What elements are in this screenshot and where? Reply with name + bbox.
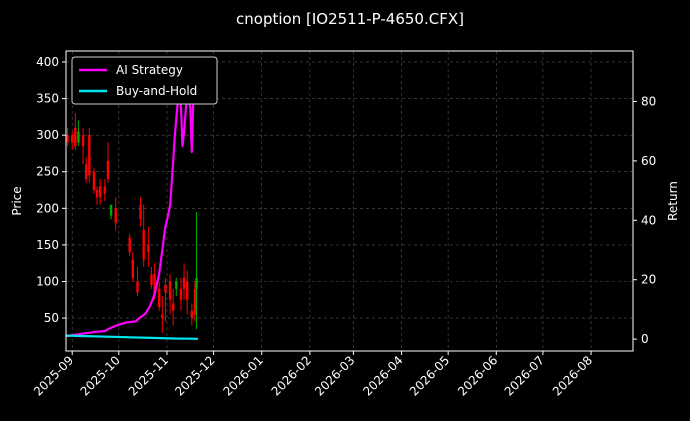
y2-tick-label: 60 [641,154,656,168]
candle-body [81,135,85,147]
y-tick-label: 250 [36,165,59,179]
y-axis-left: 50 100 150 200 250 300 350 400 [36,55,66,325]
candle-body [179,288,183,300]
candle-body [77,131,80,143]
y-tick-label: 150 [36,238,59,252]
y2-axis-label: Return [666,181,680,221]
y2-tick-label: 80 [641,94,656,108]
y-tick-label: 200 [36,201,59,215]
candle-body [128,237,131,253]
y2-tick-label: 40 [641,213,656,227]
candle-body [161,314,164,319]
series-line-buy-and-hold [65,334,199,340]
candle-body [150,274,153,286]
candle-body [158,288,161,308]
series-line-ai-strategy [65,70,199,338]
candle-body [114,208,117,223]
candle-body [74,127,77,147]
candle-body [136,281,139,293]
candle-body [71,135,74,143]
candle-body [106,160,110,180]
legend: AI Strategy Buy-and-Hold [71,56,218,105]
legend-box [71,56,218,105]
legend-label-ai-strategy: AI Strategy [116,63,183,77]
candle-body [142,230,145,260]
candle-body [190,310,194,319]
series-lines [65,70,199,340]
y-tick-label: 400 [36,55,59,69]
candle-body [182,277,186,289]
y-tick-label: 350 [36,92,59,106]
candle-body [185,281,189,300]
candle-body [164,285,167,293]
candle-body [171,303,175,311]
candle-body [147,244,150,253]
candle-body [131,259,134,278]
y2-tick-label: 20 [641,273,656,287]
y-tick-label: 100 [36,274,59,288]
chart-title: cnoption [IO2511-P-4650.CFX] [236,10,464,28]
y2-tick-label: 0 [641,332,649,346]
candle-body [103,186,107,194]
y-tick-label: 50 [44,311,59,325]
y-tick-label: 300 [36,128,59,142]
candle-body [88,135,91,176]
candle-body [195,277,198,289]
candle-body [168,281,172,300]
candle-body [175,281,178,289]
candle-body [109,204,113,216]
candles [66,113,198,333]
candle-body [139,204,142,220]
candle-body [84,164,88,180]
plot-frame [65,50,634,352]
candle-body [66,135,69,143]
candle-body [153,274,156,297]
candle-body [193,288,197,315]
candle-body [92,171,96,191]
candle-body [95,190,99,198]
y-axis-right: 0 20 40 60 80 [633,94,656,346]
legend-label-buy-and-hold: Buy-and-Hold [116,84,197,98]
candle-body [98,186,102,198]
y-axis-label: Price [10,186,24,215]
